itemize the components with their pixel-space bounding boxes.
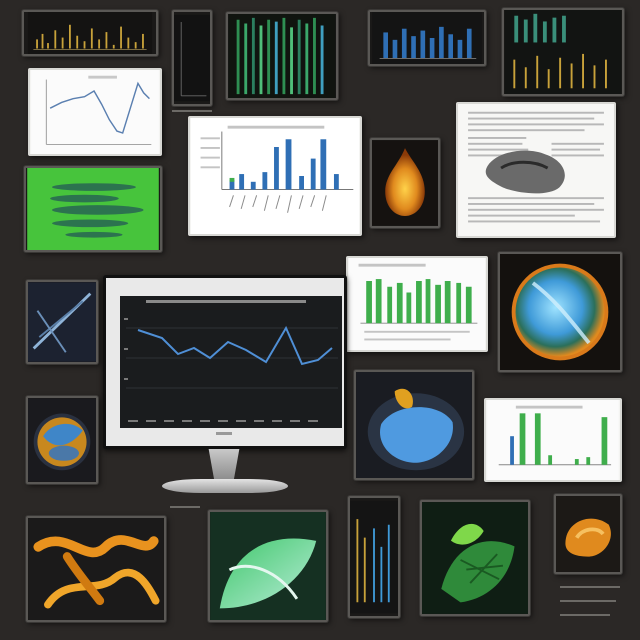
orange-blob-image xyxy=(556,496,620,572)
orange-blob-thumb xyxy=(554,494,622,574)
narrow-dark-chart xyxy=(174,14,210,102)
monitor-line-chart xyxy=(106,278,344,446)
small-bar-chart xyxy=(487,400,619,480)
green-streaks-chart xyxy=(228,14,336,98)
green-screen-image xyxy=(27,168,159,250)
gold-bars-chart xyxy=(27,12,153,54)
globe-image xyxy=(500,254,620,370)
blue-bars-chart xyxy=(372,12,482,64)
green-bar-panel xyxy=(346,256,488,352)
blue-shell-thumb xyxy=(354,370,474,480)
monitor-stand-base xyxy=(162,479,288,493)
orange-ribbon-thumb xyxy=(26,516,166,622)
divider-line xyxy=(172,110,212,112)
document-panel xyxy=(456,102,616,238)
xray-thumb xyxy=(26,280,98,364)
small-bar-panel xyxy=(484,398,622,482)
divider-line xyxy=(560,600,616,602)
teal-bars-thumb xyxy=(502,8,624,96)
green-bar-chart xyxy=(348,258,486,350)
orange-ribbon-image xyxy=(28,518,164,620)
green-leaf-thumb xyxy=(208,510,328,622)
narrow-dark-thumb xyxy=(172,10,212,106)
divider-line xyxy=(560,586,620,588)
strip-image xyxy=(350,500,398,614)
monitor-stand-neck xyxy=(208,449,240,481)
document-page xyxy=(458,104,614,236)
bowl-image xyxy=(28,398,96,482)
strip-thumb xyxy=(348,496,400,618)
gold-bars-thumb xyxy=(22,10,158,56)
flame-thumb xyxy=(370,138,440,228)
computer-monitor xyxy=(103,275,347,449)
line-plot-chart xyxy=(31,70,159,154)
bowl-thumb xyxy=(26,396,98,484)
bar-chart-panel xyxy=(188,116,362,236)
green-leaf-image xyxy=(210,512,326,620)
teal-bars-chart xyxy=(504,10,622,94)
divider-line xyxy=(170,506,200,508)
green-coral-image xyxy=(422,502,528,614)
flame-image xyxy=(372,140,438,226)
green-streaks-thumb xyxy=(226,12,338,100)
green-screen-thumb xyxy=(24,166,162,252)
divider-line xyxy=(560,614,610,616)
globe-thumb xyxy=(498,252,622,372)
green-coral-thumb xyxy=(420,500,530,616)
line-plot-thumb xyxy=(28,68,162,156)
bar-chart-main xyxy=(190,118,360,234)
blue-shell-image xyxy=(356,372,472,478)
blue-bars-thumb xyxy=(368,10,486,66)
xray-image xyxy=(28,282,96,362)
